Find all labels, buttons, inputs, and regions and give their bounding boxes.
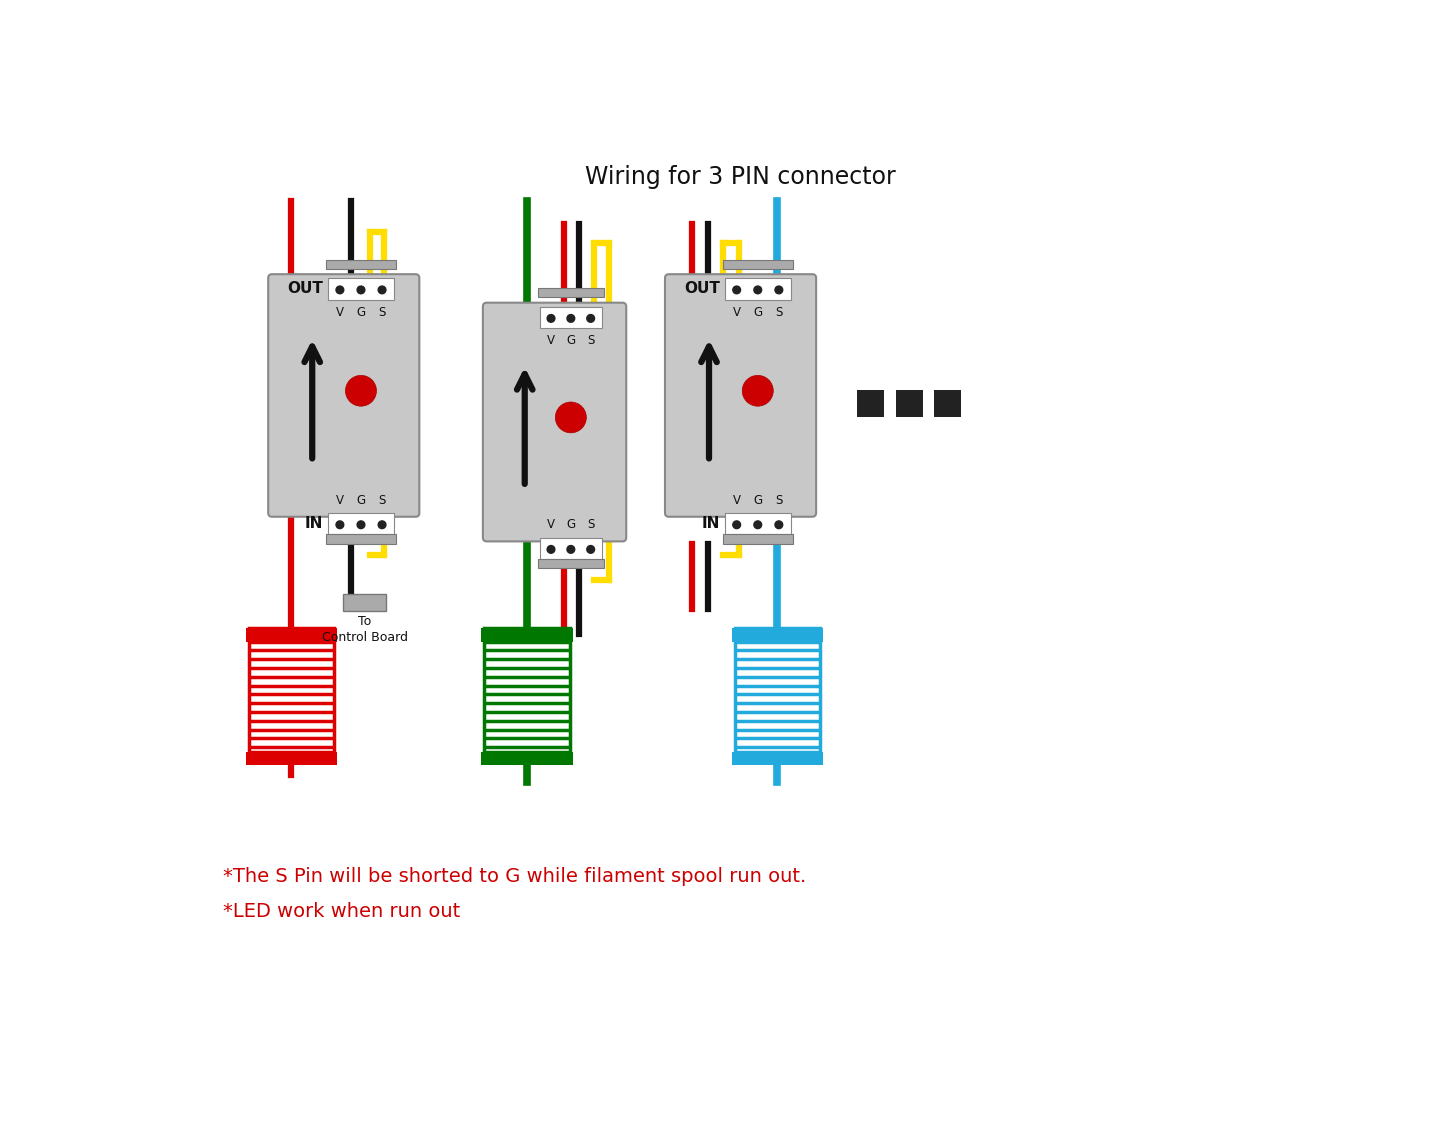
FancyBboxPatch shape [665, 275, 816, 516]
Bar [725, 278, 790, 299]
Bar [481, 628, 572, 642]
Text: S: S [775, 306, 783, 319]
Circle shape [548, 546, 555, 554]
Bar [540, 538, 601, 559]
Text: V: V [335, 306, 344, 319]
Text: S: S [379, 306, 386, 319]
Circle shape [775, 521, 783, 529]
FancyBboxPatch shape [269, 275, 419, 516]
Text: V: V [548, 519, 555, 531]
Circle shape [357, 286, 364, 294]
Circle shape [775, 286, 783, 294]
Text: G: G [753, 494, 763, 506]
Circle shape [587, 314, 594, 322]
Text: S: S [587, 334, 594, 347]
Text: G: G [566, 334, 575, 347]
Bar [325, 534, 396, 544]
Text: V: V [733, 306, 741, 319]
Text: To
Control Board: To Control Board [322, 615, 407, 644]
Bar [344, 593, 386, 610]
Text: *The S Pin will be shorted to G while filament spool run out.: *The S Pin will be shorted to G while fi… [223, 867, 806, 886]
Bar [935, 390, 961, 417]
Circle shape [379, 521, 386, 529]
Text: OUT: OUT [683, 281, 720, 296]
Circle shape [566, 546, 575, 554]
Bar [725, 513, 790, 534]
Bar [722, 534, 793, 544]
Circle shape [337, 286, 344, 294]
Bar [246, 628, 337, 642]
Circle shape [733, 521, 740, 529]
Bar [538, 559, 604, 568]
Bar [734, 628, 819, 751]
Bar [722, 260, 793, 269]
Bar [249, 628, 334, 751]
Text: G: G [357, 494, 366, 506]
Text: S: S [775, 494, 783, 506]
Text: S: S [379, 494, 386, 506]
Text: *LED work when run out: *LED work when run out [223, 902, 461, 921]
Text: V: V [335, 494, 344, 506]
Bar [540, 306, 601, 328]
Text: Wiring for 3 PIN connector: Wiring for 3 PIN connector [585, 165, 896, 189]
Text: IN: IN [701, 516, 720, 531]
Circle shape [587, 546, 594, 554]
Bar [857, 390, 884, 417]
Circle shape [743, 375, 773, 406]
Text: V: V [733, 494, 741, 506]
Text: G: G [566, 519, 575, 531]
Circle shape [357, 521, 364, 529]
Text: G: G [753, 306, 763, 319]
Circle shape [754, 521, 762, 529]
Circle shape [555, 402, 587, 433]
Bar [481, 751, 572, 765]
Bar [484, 628, 569, 751]
Circle shape [548, 314, 555, 322]
Circle shape [379, 286, 386, 294]
Bar [246, 751, 337, 765]
Circle shape [345, 375, 377, 406]
Circle shape [733, 286, 740, 294]
Text: S: S [587, 519, 594, 531]
Bar [325, 260, 396, 269]
Bar [896, 390, 923, 417]
Circle shape [337, 521, 344, 529]
Text: G: G [357, 306, 366, 319]
Bar [538, 288, 604, 297]
Bar [328, 278, 394, 299]
Circle shape [754, 286, 762, 294]
Circle shape [566, 314, 575, 322]
Bar [328, 513, 394, 534]
Bar [731, 751, 824, 765]
Text: IN: IN [305, 516, 322, 531]
Text: OUT: OUT [288, 281, 322, 296]
Text: V: V [548, 334, 555, 347]
FancyBboxPatch shape [483, 303, 626, 541]
Bar [731, 628, 824, 642]
